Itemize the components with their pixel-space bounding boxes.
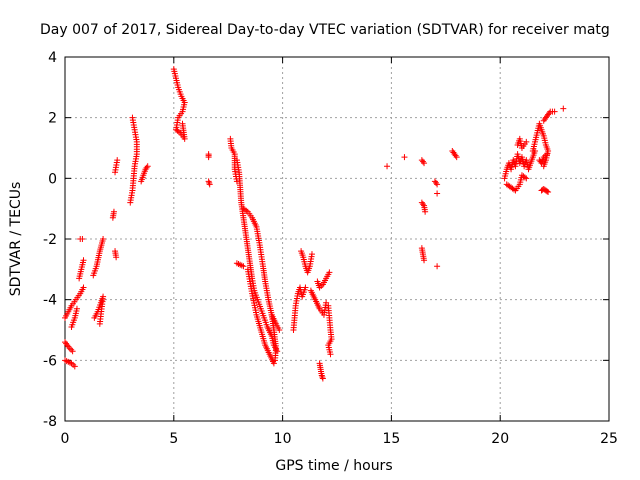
data-point: [96, 320, 103, 327]
data-point: [433, 179, 440, 186]
data-point: [401, 154, 408, 161]
x-tick-label: 20: [491, 431, 509, 447]
y-tick-label: -2: [43, 232, 57, 248]
data-point: [302, 284, 309, 291]
data-point: [80, 257, 87, 264]
y-tick-label: -4: [43, 293, 57, 309]
data-point: [545, 188, 552, 195]
y-tick-label: 4: [48, 50, 57, 66]
x-tick-label: 10: [274, 431, 292, 447]
data-point: [419, 158, 426, 165]
chart-title: Day 007 of 2017, Sidereal Day-to-day VTE…: [40, 22, 610, 38]
data-point: [144, 163, 151, 170]
data-point: [68, 346, 75, 353]
data-point: [71, 363, 78, 370]
data-point: [543, 188, 550, 195]
data-point: [319, 375, 326, 382]
data-point: [540, 163, 547, 170]
x-tick-label: 25: [600, 431, 618, 447]
data-point: [308, 251, 315, 258]
data-point: [100, 236, 107, 242]
axis-ticks: 0 5 10 15 20 25 -8 -6 -4 -2 0 2 4: [43, 50, 618, 447]
data-point: [521, 174, 528, 181]
data-point: [206, 181, 213, 188]
data-point: [543, 151, 550, 158]
data-point: [434, 263, 441, 270]
data-point: [551, 108, 558, 115]
data-point: [523, 175, 530, 182]
x-tick-label: 5: [169, 431, 178, 447]
data-point: [114, 157, 121, 164]
data-point: [421, 160, 428, 167]
x-axis-label: GPS time / hours: [275, 458, 392, 474]
data-point: [523, 138, 530, 145]
data-series: [62, 66, 567, 382]
y-tick-label: -8: [43, 414, 57, 430]
y-tick-label: 2: [48, 111, 57, 127]
grid-lines: [65, 57, 609, 421]
x-tick-label: 15: [382, 431, 400, 447]
data-point: [206, 179, 213, 186]
y-tick-label: 0: [48, 171, 57, 187]
data-point: [384, 163, 391, 170]
data-point: [276, 327, 283, 333]
data-point: [110, 208, 117, 215]
y-tick-label: -6: [43, 353, 57, 369]
data-point: [205, 178, 212, 185]
data-point: [327, 351, 334, 358]
y-axis-label: SDTVAR / TECUs: [8, 182, 24, 297]
data-point: [421, 257, 428, 264]
data-point: [179, 120, 186, 127]
data-point: [79, 236, 86, 242]
data-point: [175, 128, 182, 135]
data-point: [453, 154, 460, 161]
data-point: [113, 254, 120, 261]
data-point: [326, 269, 333, 276]
data-point: [434, 190, 441, 197]
data-point: [319, 374, 326, 381]
data-point: [434, 181, 441, 188]
data-point: [419, 201, 426, 208]
data-point: [240, 263, 247, 270]
data-point: [323, 299, 330, 306]
data-point: [205, 154, 212, 161]
data-point: [270, 360, 277, 367]
data-point: [243, 207, 250, 214]
data-point: [129, 114, 136, 121]
data-point: [69, 348, 76, 355]
data-point: [73, 305, 80, 312]
data-point: [80, 284, 87, 291]
data-point: [510, 186, 517, 193]
data-point: [422, 208, 429, 215]
x-tick-label: 0: [61, 431, 70, 447]
data-point: [560, 105, 567, 112]
